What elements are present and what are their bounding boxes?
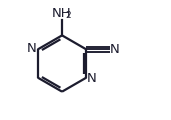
Text: N: N [109, 43, 119, 56]
Text: NH: NH [52, 7, 72, 20]
Text: N: N [87, 72, 97, 85]
Text: 2: 2 [66, 11, 71, 20]
Text: N: N [27, 42, 37, 55]
